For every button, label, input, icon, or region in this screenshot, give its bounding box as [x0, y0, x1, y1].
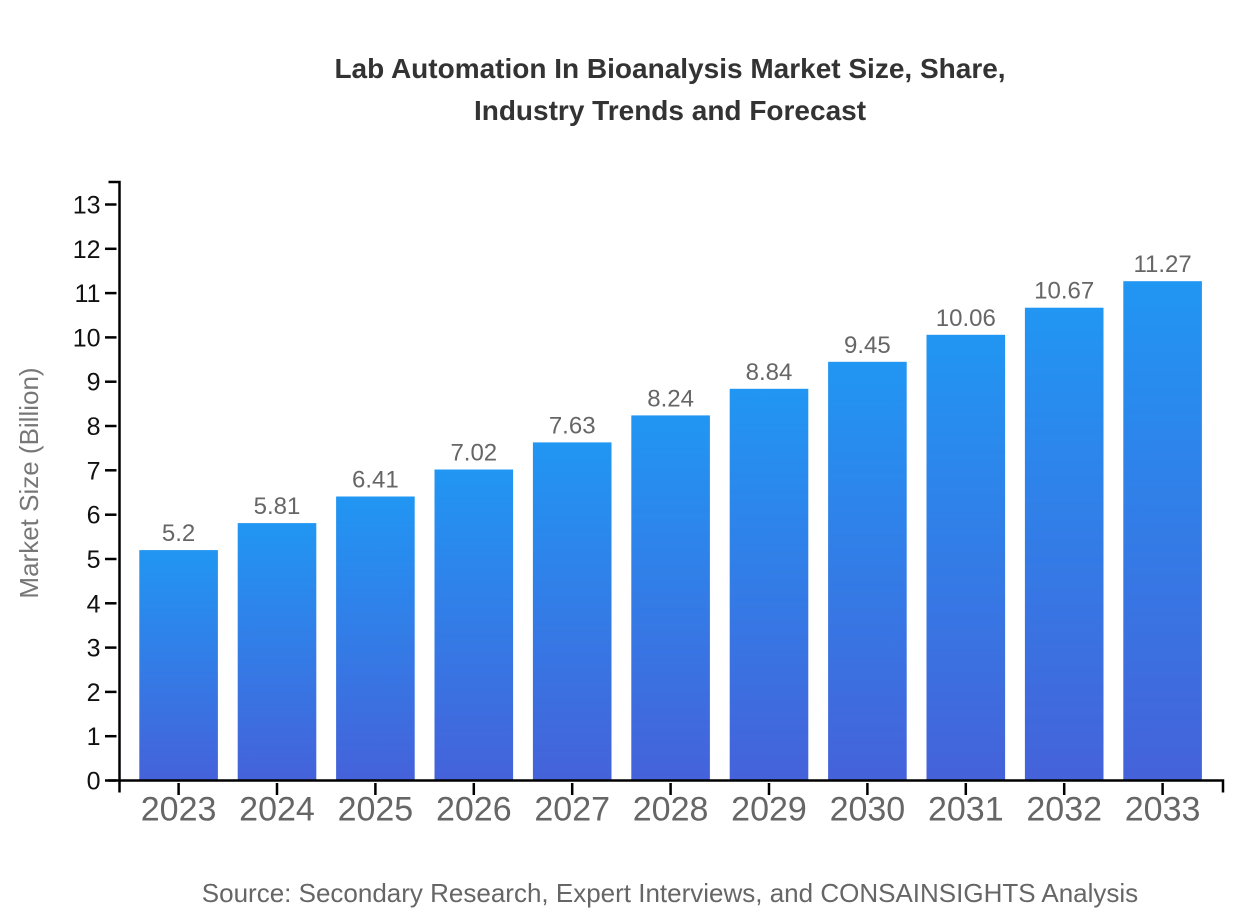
bar-value-label-2024: 5.81	[254, 493, 301, 520]
y-tick-label-11: 11	[75, 280, 101, 308]
x-tick-label-2027: 2027	[534, 791, 610, 829]
x-tick-label-2025: 2025	[338, 791, 414, 829]
x-tick-label-2024: 2024	[239, 791, 315, 829]
bar-2025	[336, 496, 415, 781]
y-tick-label-2: 2	[87, 679, 101, 707]
chart-title: Lab Automation In Bioanalysis Market Siz…	[80, 48, 1260, 132]
bar-2026	[434, 469, 514, 781]
bar-2024	[237, 523, 317, 781]
bar-value-label-2032: 10.67	[1034, 278, 1094, 305]
x-tick-label-2030: 2030	[830, 791, 906, 829]
x-axis: 2023 2024 2025 2026 2027 2028 2029 2030 2031 2032…	[118, 779, 1225, 829]
bar-2027	[532, 442, 612, 781]
y-tick-label-5: 5	[87, 546, 101, 574]
y-tick-label-10: 10	[73, 324, 101, 352]
bar-2031	[926, 334, 1006, 781]
bar-value-label-2029: 8.84	[746, 359, 793, 386]
bar-2032	[1024, 307, 1104, 781]
x-tick-label-2023: 2023	[141, 791, 217, 829]
bar-value-label-2031: 10.06	[936, 305, 996, 332]
bars-layer	[139, 281, 1202, 781]
chart-title-line-1: Lab Automation In Bioanalysis Market Siz…	[334, 53, 1006, 84]
y-tick-label-0: 0	[87, 768, 101, 796]
chart-title-line-2: Industry Trends and Forecast	[473, 95, 867, 126]
bar-2029	[729, 388, 809, 781]
bar-2030	[828, 361, 907, 781]
y-tick-label-9: 9	[87, 369, 101, 397]
bar-value-label-2033: 11.27	[1133, 251, 1191, 278]
x-tick-label-2033: 2033	[1125, 791, 1201, 829]
y-tick-label-3: 3	[87, 635, 101, 663]
x-axis-line	[118, 779, 1225, 793]
x-tick-label-2029: 2029	[731, 791, 807, 829]
bar-value-label-2030: 9.45	[844, 332, 891, 359]
y-tick-label-4: 4	[87, 590, 101, 618]
value-labels-layer: 5.2 5.81 6.41 7.02 7.63 8.24 8.84 9.45 10.06 10.6…	[162, 251, 1192, 547]
x-tick-label-2028: 2028	[633, 791, 709, 829]
bar-value-label-2025: 6.41	[352, 467, 399, 494]
source-note: Source: Secondary Research, Expert Inter…	[201, 878, 1139, 908]
bar-2028	[631, 415, 710, 781]
y-tick-label-1: 1	[87, 723, 101, 751]
bar-2033	[1123, 281, 1202, 781]
y-tick-label-6: 6	[87, 502, 101, 530]
bar-value-label-2023: 5.2	[162, 520, 195, 547]
y-axis-label: Market Size (Billion)	[14, 367, 44, 598]
y-tick-label-7: 7	[87, 457, 101, 485]
x-tick-label-2031: 2031	[928, 791, 1004, 829]
y-tick-label-12: 12	[73, 236, 101, 264]
bar-value-label-2026: 7.02	[450, 440, 497, 467]
y-tick-label-8: 8	[87, 413, 101, 441]
bar-value-label-2027: 7.63	[549, 412, 596, 439]
bar-value-label-2028: 8.24	[647, 385, 694, 412]
y-tick-label-13: 13	[73, 192, 101, 220]
x-tick-label-2026: 2026	[436, 791, 512, 829]
bar-2023	[139, 550, 218, 781]
x-tick-label-2032: 2032	[1026, 791, 1102, 829]
